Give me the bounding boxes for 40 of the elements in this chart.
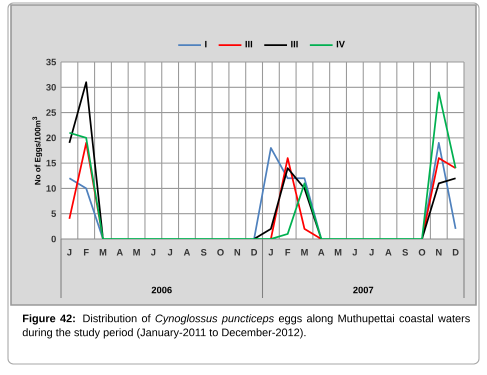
x-tick-label: M: [334, 249, 342, 256]
y-tick-label: 0: [51, 236, 56, 242]
legend-label: I: [205, 40, 206, 48]
x-tick-label: S: [402, 249, 408, 256]
x-tick-label: D: [452, 249, 459, 256]
text: Figure 42: Distribution of Cynoglossus puncticeps eggs along Muthupettai coastal waters during the study period (January-2011 to December-2012).: [22, 314, 470, 338]
x-tick-label: J: [369, 249, 374, 256]
x-tick-label: A: [184, 249, 190, 256]
legend-label: III: [291, 40, 298, 48]
x-tick-label: O: [418, 249, 426, 256]
x-tick-label: O: [217, 249, 224, 256]
legend-label: III: [246, 40, 252, 48]
y-tick-label: 10: [46, 185, 56, 192]
y-tick-label: 20: [46, 134, 56, 142]
x-tick-label: F: [285, 249, 290, 256]
y-tick-label: 25: [46, 109, 56, 116]
x-tick-label: F: [84, 249, 89, 256]
text: 2007: [353, 286, 374, 294]
x-tick-label: D: [251, 249, 258, 256]
y-tick-label: 5: [51, 210, 56, 217]
x-tick-label: N: [436, 249, 442, 256]
y-tick-label: 15: [46, 160, 56, 166]
y-tick-label: 30: [46, 84, 56, 91]
x-tick-label: J: [150, 249, 156, 256]
y-axis-title: No of Eggs/100m$^{3}$: [32, 116, 42, 185]
y-tick-label: 35: [46, 58, 56, 66]
x-tick-label: J: [168, 249, 172, 256]
x-tick-label: J: [66, 249, 72, 256]
legend-label: IV: [336, 40, 345, 48]
x-tick-label: A: [318, 249, 324, 256]
x-tick-label: M: [133, 249, 140, 256]
x-tick-label: M: [100, 249, 106, 256]
x-tick-label: J: [352, 249, 357, 256]
x-tick-label: M: [301, 249, 308, 256]
x-tick-label: A: [116, 249, 123, 256]
text: 2006: [152, 286, 172, 294]
x-tick-label: S: [200, 249, 206, 256]
x-tick-label: A: [385, 249, 392, 256]
x-tick-label: J: [268, 249, 273, 256]
x-tick-label: N: [234, 249, 240, 256]
